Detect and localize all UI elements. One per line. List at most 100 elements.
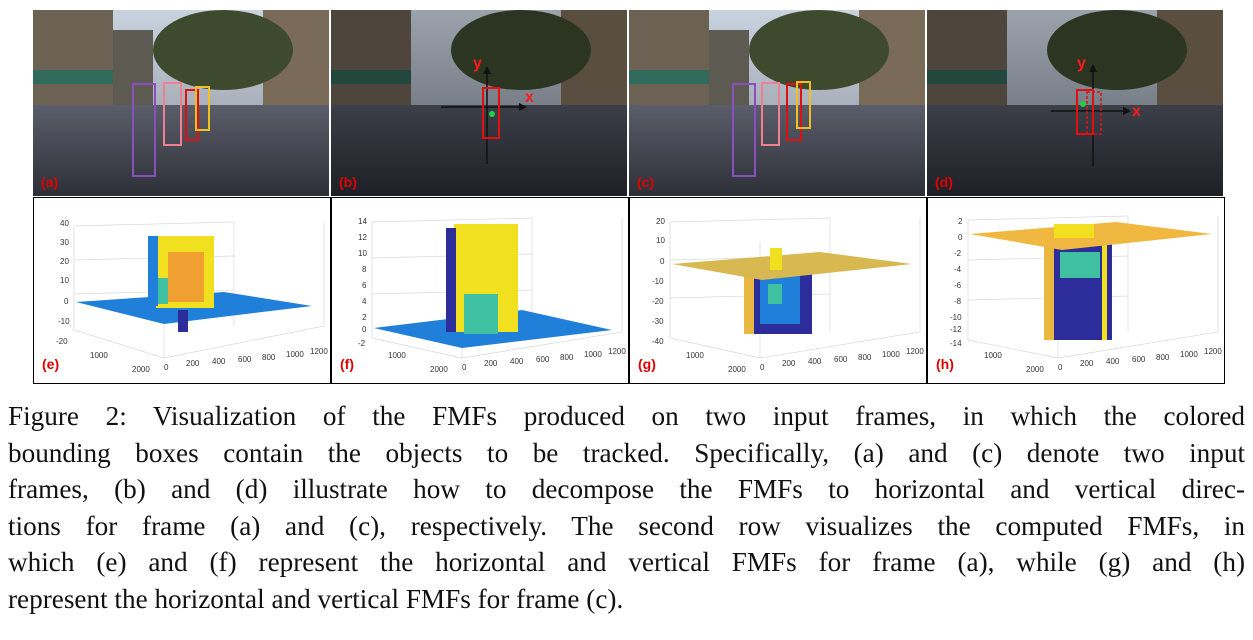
y-arrowhead (1089, 64, 1097, 72)
bar-navy (446, 228, 456, 332)
bar-orange (168, 252, 204, 302)
panel-label-a: (a) (41, 174, 59, 190)
tick-label: 2000 (430, 365, 448, 374)
x-arrowhead (519, 103, 527, 111)
panel-label-d: (d) (935, 174, 953, 190)
bbox-pink (761, 82, 780, 146)
tick-label: 400 (808, 357, 822, 366)
plot-f: 14 12 10 8 6 4 2 0 -2 0 200 400 600 800 … (331, 197, 629, 384)
bar-teal (1060, 252, 1100, 278)
tick-label: 0 (660, 257, 665, 266)
bar-gold (744, 268, 754, 334)
caption-line-4: tions for frame (a) and (c), respectivel… (8, 510, 1245, 541)
bar-teal (158, 278, 168, 304)
x-tick-labels: 0 200 400 600 800 1000 1200 (462, 347, 626, 372)
tick-label: -10 (652, 277, 664, 286)
bbox-red (786, 83, 802, 141)
tick-label: 1000 (388, 351, 406, 360)
tick-label: 200 (782, 359, 796, 368)
tick-label: 1000 (984, 351, 1002, 360)
tick-label: 0 (1058, 363, 1063, 372)
bar-yellow-stripe (1102, 242, 1107, 340)
tick-label: 1200 (310, 347, 328, 356)
tick-label: -2 (954, 249, 962, 258)
y-tick-labels: 2000 1000 (90, 351, 150, 374)
tick-label: 200 (1080, 359, 1094, 368)
x-axis-label: x (1132, 103, 1141, 120)
z-tick-labels: 40 30 20 10 0 -10 -20 (56, 219, 70, 346)
bar-teal (768, 284, 782, 304)
x-axis-label: x (525, 89, 534, 106)
tick-label: -12 (950, 325, 962, 334)
x-tick-labels: 0 200 400 600 800 1000 1200 (760, 347, 924, 372)
tick-label: -30 (652, 317, 664, 326)
z-tick-labels: 14 12 10 8 6 4 2 0 -2 (358, 217, 367, 348)
center-point (1080, 101, 1086, 107)
tick-label: 4 (362, 297, 367, 306)
bbox-yellow (796, 81, 811, 129)
panel-label-c: (c) (637, 174, 655, 190)
tick-label: 10 (358, 249, 367, 258)
tick-label: 1000 (90, 351, 108, 360)
tick-label: 20 (656, 217, 665, 226)
bbox-pink (163, 82, 182, 146)
z-tick-labels: 2 0 -2 -4 -6 -8 -10 -12 -14 (950, 217, 963, 348)
tick-label: 800 (1156, 353, 1170, 362)
street-scene-image-d (927, 10, 1223, 196)
tick-label: 600 (1132, 355, 1146, 364)
top-plane (672, 252, 912, 280)
panel-label-b: (b) (339, 174, 357, 190)
tick-label: 0 (64, 297, 69, 306)
street-scene-image-b (331, 10, 627, 196)
y-tick-labels: 2000 1000 (686, 351, 746, 374)
tick-label: 600 (834, 355, 848, 364)
tick-label: 200 (186, 359, 200, 368)
street-scene-image-a (33, 10, 329, 196)
center-point (489, 111, 495, 117)
tick-label: 30 (60, 238, 69, 247)
y-axis-label: y (1077, 55, 1086, 72)
bar-navy (178, 310, 188, 332)
x-tick-labels: 0 200 400 600 800 1000 1200 (164, 347, 328, 372)
tick-label: -40 (652, 337, 664, 346)
bar-yellow (1054, 224, 1094, 238)
bbox-red (482, 87, 500, 139)
bar-gold (1044, 242, 1054, 340)
tick-label: 600 (536, 355, 550, 364)
tick-label: 1000 (584, 350, 602, 359)
tick-label: -20 (56, 337, 68, 346)
panel-label-f: (f) (340, 356, 354, 372)
tick-label: 1200 (1204, 347, 1222, 356)
y-tick-labels: 2000 1000 (388, 351, 448, 374)
tick-label: 1200 (608, 347, 626, 356)
x-tick-labels: 0 200 400 600 800 1000 1200 (1058, 347, 1222, 372)
caption-line-6: represent the horizontal and vertical FM… (8, 583, 624, 614)
y-arrowhead (483, 66, 491, 74)
tick-label: 1000 (686, 351, 704, 360)
tick-label: -8 (954, 297, 962, 306)
y-axis-label: y (473, 55, 482, 72)
tick-label: -4 (954, 265, 962, 274)
bar-blue (148, 236, 158, 306)
bar-yellow (770, 248, 782, 270)
tick-label: 12 (358, 233, 367, 242)
tick-label: 800 (858, 353, 872, 362)
tick-label: 10 (60, 276, 69, 285)
plot-g: 20 10 0 -10 -20 -30 -40 0 200 400 600 80… (629, 197, 927, 384)
frame-b: y x (b) (331, 10, 627, 196)
tick-label: -10 (58, 317, 70, 326)
caption-line-1: Figure 2: Visualization of the FMFs prod… (8, 401, 1245, 431)
tick-label: 0 (760, 363, 765, 372)
bbox-red-dashed (1086, 91, 1102, 135)
tick-label: 14 (358, 217, 367, 226)
tick-label: 400 (510, 357, 524, 366)
tick-label: 800 (262, 353, 276, 362)
tick-label: 0 (462, 363, 467, 372)
x-arrowhead (1123, 107, 1131, 115)
tick-label: 1200 (906, 347, 924, 356)
tick-label: 1000 (286, 350, 304, 359)
tick-label: 600 (238, 355, 252, 364)
bbox-red (1076, 89, 1094, 135)
plot-e: 40 30 20 10 0 -10 -20 0 200 400 600 800 … (33, 197, 331, 384)
tick-label: 20 (60, 257, 69, 266)
